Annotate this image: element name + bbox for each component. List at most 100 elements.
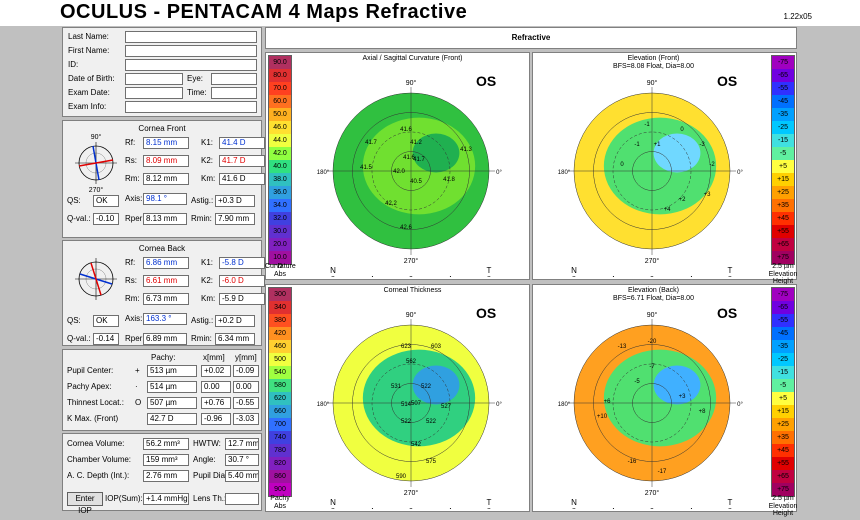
back-rmin-value: 6.34 mm: [215, 333, 255, 345]
map-value: +3: [679, 394, 687, 400]
deg-270-label: 270°: [404, 257, 419, 265]
k1-label: K1:: [201, 138, 214, 147]
front-rm-value: 8.12 mm: [143, 173, 189, 185]
rs-label: Rs:: [125, 156, 137, 165]
scale-step: +45: [772, 212, 794, 225]
corneal-map[interactable]: 90°270°180°0°NT84048-10-1+10+2+3+4-2-3: [537, 67, 767, 277]
deg-0-label: 0°: [737, 170, 743, 176]
front-qs-value: OK: [93, 195, 119, 207]
map-value: 0: [620, 162, 624, 168]
chv-label: Chamber Volume:: [67, 455, 132, 464]
map-value: 40.5: [410, 179, 422, 185]
scale-step: 540: [269, 366, 291, 379]
scale-step: 50.0: [269, 108, 291, 121]
scale-caption-2: Abs: [273, 271, 287, 278]
pachy-row-symbol: O: [135, 398, 142, 407]
map-value: 522: [401, 419, 412, 425]
corneal-map[interactable]: 90°270°180°0°NT84048-20-13-7-5+6+10+8-16…: [537, 299, 767, 509]
dob-field[interactable]: [125, 73, 183, 85]
map-title: Axial / Sagittal Curvature (Front): [362, 55, 463, 62]
back-rf-value: 6.86 mm: [143, 257, 189, 269]
scale-step: +5: [772, 160, 794, 173]
exam-date-field[interactable]: [125, 87, 183, 99]
deg-270: 270°: [89, 186, 104, 193]
scale-step: +75: [772, 251, 794, 264]
patient-label: Date of Birth:: [68, 74, 115, 83]
scale-step: 32.0: [269, 212, 291, 225]
map-value: 514: [401, 402, 412, 408]
corneal-map[interactable]: 90°270°180°0°NT8404841.641.241.741.542.0…: [296, 67, 526, 277]
deg-0-label: 0°: [737, 402, 743, 408]
pachy-row-value: 507 µm: [147, 397, 197, 409]
pachy-row-y: -0.09: [233, 365, 259, 377]
color-scale: 90.0 80.0 70.0 60.0 50.0 46.0 44.0 42.0 40.0 38.0…: [268, 55, 292, 265]
back-rs-value: 6.61 mm: [143, 275, 189, 287]
patient-field[interactable]: [125, 45, 257, 57]
axis-label: Axis:: [125, 194, 143, 203]
back-axis-value: 163.3 °: [143, 313, 187, 325]
front-rmin-value: 7.90 mm: [215, 213, 255, 225]
deg-90: 90°: [91, 133, 102, 141]
deg-270-label: 270°: [404, 489, 419, 497]
k2-label: K2:: [201, 156, 214, 165]
pachy-row-value: 513 µm: [147, 365, 197, 377]
front-k2-value: 41.7 D: [219, 155, 265, 167]
pachy-panel: Pachy: x[mm] y[mm] Pupil Center: +513 µm +0.0…: [62, 349, 262, 431]
deg-0-label: 0°: [496, 170, 502, 176]
time-field[interactable]: [211, 87, 257, 99]
map-window-2[interactable]: Corneal Thickness 300 340 380 420 460 500 540 58…: [265, 284, 530, 512]
cornea-back-title: Cornea Back: [138, 244, 186, 253]
astig-label: Astig.:: [191, 196, 214, 205]
scale-step: -75: [772, 288, 794, 301]
front-astig-value: +0.3 D: [215, 195, 255, 207]
map-value: 522: [426, 419, 437, 425]
temporal-label: T: [487, 498, 492, 507]
patient-field[interactable]: [125, 101, 257, 113]
map-value: +1: [654, 142, 662, 148]
pachy-row-symbol: +: [135, 366, 140, 375]
front-km-value: 41.6 D: [219, 173, 265, 185]
map-window-3[interactable]: Elevation (Back) BFS=6.71 Float, Dia=8.00…: [532, 284, 797, 517]
scale-caption: 2.5 µm: [772, 495, 794, 502]
map-value: -1: [644, 122, 650, 128]
hwtw-label: HWTW:: [193, 439, 221, 448]
pd-value: 5.40 mm: [225, 470, 259, 482]
lens-label: Lens Th.:: [193, 494, 227, 503]
scale-step: 44.0: [269, 134, 291, 147]
nasal-label: N: [330, 266, 336, 275]
patient-field[interactable]: [125, 31, 257, 43]
map-value: -20: [648, 339, 657, 345]
axis-tick: 4: [611, 276, 615, 277]
corneal-map[interactable]: 90°270°180°0°NT8404862360356253152252750…: [296, 299, 526, 509]
cv-value: 56.2 mm³: [143, 438, 189, 450]
eye-field[interactable]: [211, 73, 257, 85]
pachy-row-x: +0.76: [201, 397, 231, 409]
lens-value[interactable]: [225, 493, 259, 505]
pachy-row-label: K Max. (Front): [67, 414, 119, 423]
patient-field[interactable]: [125, 59, 257, 71]
k2-label: K2:: [201, 276, 214, 285]
map-value: -2: [709, 162, 715, 168]
axis-label: Axis:: [125, 314, 143, 323]
front-rs-value: 8.09 mm: [143, 155, 189, 167]
astig-label: Astig.:: [191, 316, 214, 325]
map-value: 542: [411, 442, 422, 448]
pachy-row-y: -0.55: [233, 397, 259, 409]
km-label: Km:: [201, 294, 216, 303]
map-window-1[interactable]: Elevation (Front) BFS=8.08 Float, Dia=8.0…: [532, 52, 797, 285]
scale-step: 60.0: [269, 95, 291, 108]
scale-step: -55: [772, 314, 794, 327]
pachy-row-label: Pupil Center:: [67, 366, 114, 375]
axis-tick: 4: [611, 508, 615, 509]
scale-step: 740: [269, 431, 291, 444]
qs-label: QS:: [67, 316, 81, 325]
enter-iop-button[interactable]: Enter IOP: [67, 492, 103, 515]
map-window-0[interactable]: Axial / Sagittal Curvature (Front) 90.0 80…: [265, 52, 530, 280]
eye-os-label: OS: [717, 73, 738, 89]
axis-tick: 4: [370, 508, 374, 509]
app-title: OCULUS - PENTACAM 4 Maps Refractive: [60, 1, 468, 23]
front-axis-value: 98.1 °: [143, 193, 187, 205]
scale-step: +55: [772, 457, 794, 470]
deg-90-label: 90°: [647, 311, 658, 319]
scale-caption-2: Elevation Height: [768, 271, 798, 285]
